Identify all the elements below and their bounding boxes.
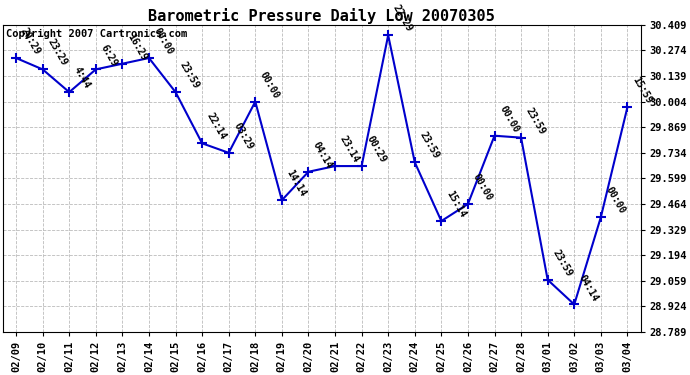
Text: 00:29: 00:29 xyxy=(364,134,388,165)
Text: 15:59: 15:59 xyxy=(630,75,653,106)
Text: 00:00: 00:00 xyxy=(497,104,520,134)
Text: 16:29: 16:29 xyxy=(125,32,148,62)
Text: 23:59: 23:59 xyxy=(524,106,547,136)
Text: 23:14: 23:14 xyxy=(337,134,361,165)
Text: 00:00: 00:00 xyxy=(604,185,627,216)
Text: Copyright 2007 Cartronics.com: Copyright 2007 Cartronics.com xyxy=(6,30,187,39)
Text: 23:59: 23:59 xyxy=(417,130,441,161)
Text: 00:00: 00:00 xyxy=(152,26,175,57)
Text: 23:29: 23:29 xyxy=(46,38,68,68)
Text: 4:44: 4:44 xyxy=(72,65,92,91)
Text: 20:29: 20:29 xyxy=(19,26,42,57)
Text: 04:14: 04:14 xyxy=(311,140,335,170)
Text: 03:29: 03:29 xyxy=(231,121,255,151)
Text: 00:00: 00:00 xyxy=(471,172,494,202)
Text: 14:14: 14:14 xyxy=(284,168,308,199)
Text: 22:14: 22:14 xyxy=(205,111,228,142)
Text: 23:59: 23:59 xyxy=(551,248,573,278)
Text: 15:14: 15:14 xyxy=(444,189,467,219)
Text: 04:14: 04:14 xyxy=(577,273,600,303)
Text: 23:59: 23:59 xyxy=(178,60,201,91)
Title: Barometric Pressure Daily Low 20070305: Barometric Pressure Daily Low 20070305 xyxy=(148,8,495,24)
Text: 00:00: 00:00 xyxy=(258,70,282,100)
Text: 22:29: 22:29 xyxy=(391,3,414,34)
Text: 6:29: 6:29 xyxy=(99,42,119,68)
